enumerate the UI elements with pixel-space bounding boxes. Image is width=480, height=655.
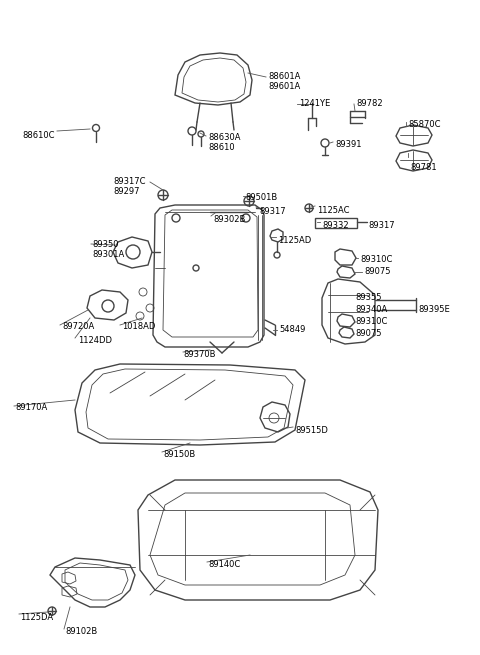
Text: 89310C: 89310C bbox=[355, 317, 387, 326]
Text: 89075: 89075 bbox=[364, 267, 391, 276]
Text: 89395E: 89395E bbox=[418, 305, 450, 314]
Text: 89075: 89075 bbox=[355, 329, 382, 338]
Text: 89391: 89391 bbox=[335, 140, 361, 149]
Text: 89102B: 89102B bbox=[65, 627, 97, 636]
Text: 89150B: 89150B bbox=[163, 450, 195, 459]
Text: 89720A: 89720A bbox=[62, 322, 94, 331]
Text: 1125AD: 1125AD bbox=[278, 236, 311, 245]
Text: 89317C
89297: 89317C 89297 bbox=[113, 177, 145, 196]
Text: 89350
89301A: 89350 89301A bbox=[92, 240, 124, 259]
Text: 89140C: 89140C bbox=[208, 560, 240, 569]
Text: 1125DA: 1125DA bbox=[20, 613, 53, 622]
Text: 89355: 89355 bbox=[355, 293, 382, 302]
Text: 89782: 89782 bbox=[356, 99, 383, 108]
Text: 89370B: 89370B bbox=[183, 350, 216, 359]
Text: 88610C: 88610C bbox=[23, 131, 55, 140]
Text: 88601A
89601A: 88601A 89601A bbox=[268, 72, 300, 92]
Text: 1125AC: 1125AC bbox=[317, 206, 349, 215]
Text: 1241YE: 1241YE bbox=[299, 99, 330, 108]
Text: 85870C: 85870C bbox=[408, 120, 441, 129]
Text: 89515D: 89515D bbox=[295, 426, 328, 435]
Text: 89170A: 89170A bbox=[15, 403, 47, 412]
Text: 1124DD: 1124DD bbox=[78, 336, 112, 345]
Text: 54849: 54849 bbox=[279, 325, 305, 334]
Text: 1018AD: 1018AD bbox=[122, 322, 156, 331]
Text: 89317: 89317 bbox=[368, 221, 395, 230]
Text: 89501B: 89501B bbox=[245, 193, 277, 202]
Text: 89302B: 89302B bbox=[213, 215, 245, 224]
Bar bbox=[315, 218, 357, 228]
Text: 89310C: 89310C bbox=[360, 255, 392, 264]
Text: 88630A
88610: 88630A 88610 bbox=[208, 133, 240, 153]
Text: 89340A: 89340A bbox=[355, 305, 387, 314]
Text: 89317: 89317 bbox=[259, 207, 286, 216]
Text: 89332: 89332 bbox=[322, 221, 348, 230]
Text: 89781: 89781 bbox=[410, 163, 437, 172]
